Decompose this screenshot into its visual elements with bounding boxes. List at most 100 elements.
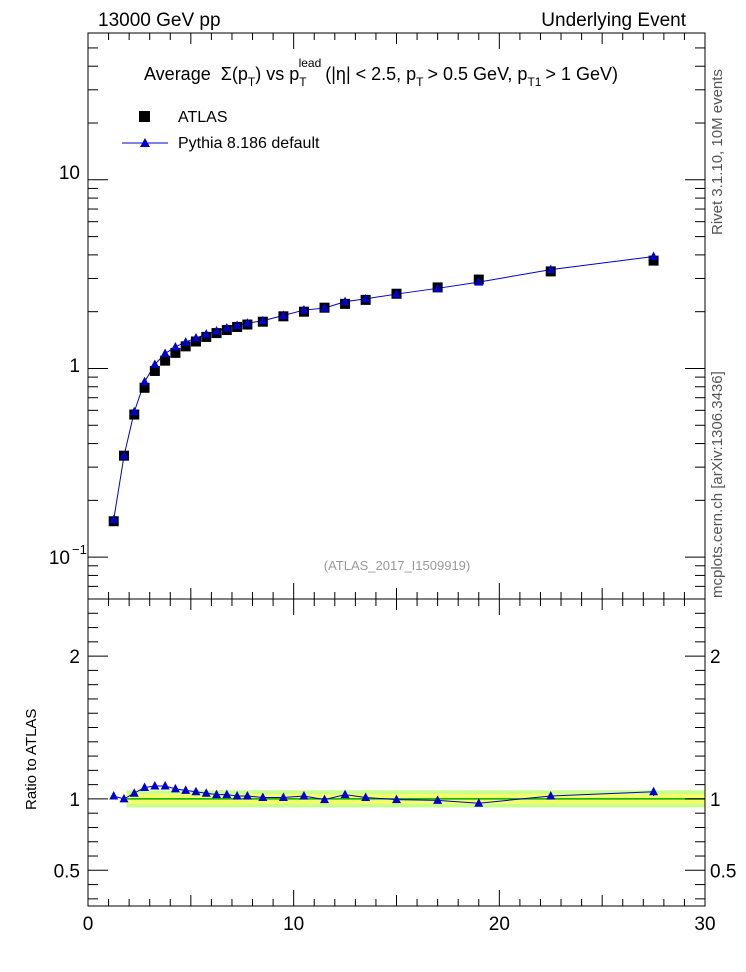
pythia-point xyxy=(232,320,242,329)
legend-pythia-label: Pythia 8.186 default xyxy=(178,135,320,152)
ratio-point xyxy=(361,792,371,801)
legend-pythia-marker xyxy=(140,138,150,147)
pythia-point xyxy=(109,514,119,524)
main-ytick-label-0.1-base: 10 xyxy=(49,548,70,569)
pythia-point xyxy=(242,318,252,327)
ratio-point xyxy=(201,788,211,797)
ratio-ytick-label-right: 0.5 xyxy=(710,861,736,882)
ratio-point xyxy=(242,791,252,800)
header-left: 13000 GeV pp xyxy=(98,10,221,31)
main-axis-ticks xyxy=(87,32,706,600)
ratio-point xyxy=(191,786,201,796)
pythia-point xyxy=(392,289,401,298)
ratio-panel-frame xyxy=(87,598,706,907)
xtick-label: 0 xyxy=(83,914,94,935)
pythia-point xyxy=(258,315,268,325)
pythia-point xyxy=(191,333,201,342)
pythia-point xyxy=(649,251,659,261)
pythia-point xyxy=(278,310,288,319)
ratio-point xyxy=(299,791,309,800)
legend-atlas-label: ATLAS xyxy=(178,109,228,126)
pythia-point xyxy=(474,277,484,286)
title-lead-sup: lead xyxy=(299,56,322,70)
pythia-point xyxy=(129,406,139,416)
pythia-point xyxy=(361,293,371,303)
xtick-label: 10 xyxy=(283,914,304,935)
title-t-sub: T xyxy=(248,75,256,89)
pythia-point xyxy=(433,283,443,292)
pythia-point xyxy=(222,322,232,332)
main-ytick-label-0.1-exp: −1 xyxy=(72,542,87,557)
ratio-data-layer xyxy=(109,781,659,807)
legend-atlas-marker xyxy=(139,111,150,122)
pythia-point xyxy=(150,359,160,368)
ratio-point xyxy=(232,791,242,800)
ratio-ytick-label-right: 1 xyxy=(710,790,721,811)
ratio-point xyxy=(222,789,232,799)
ratio-point xyxy=(320,794,330,804)
atlas-point xyxy=(180,341,191,352)
ratio-ytick-label-right: 2 xyxy=(710,647,721,668)
ratio-point xyxy=(392,794,401,804)
side-label-top: Rivet 3.1.10, 10M events xyxy=(709,69,726,235)
xtick-label: 20 xyxy=(489,914,510,935)
title-vs: ) vs p xyxy=(255,64,299,84)
pythia-point xyxy=(212,325,222,335)
title-t-sub-3: T xyxy=(416,75,424,89)
ratio-point xyxy=(546,791,556,800)
ratio-point xyxy=(140,782,150,791)
ratio-point xyxy=(649,786,659,796)
pythia-point xyxy=(181,337,191,346)
ratio-point xyxy=(129,788,139,797)
ratio-uncertainty-band xyxy=(126,790,706,808)
pythia-point xyxy=(170,341,180,351)
ratio-point xyxy=(278,792,288,801)
ratio-point xyxy=(258,792,268,801)
ratio-point xyxy=(181,785,191,794)
pythia-line xyxy=(113,256,654,520)
ratio-point xyxy=(119,793,129,803)
main-data-layer xyxy=(108,251,659,527)
ratio-point xyxy=(212,789,222,799)
ratio-axis-ticks xyxy=(87,598,706,906)
atlas-point xyxy=(139,382,150,393)
pythia-point xyxy=(140,376,150,386)
ratio-point xyxy=(109,791,119,800)
x-tick-labels: 0 10 20 30 xyxy=(83,914,716,935)
ratio-point xyxy=(340,789,350,799)
title-t1-sub: T1 xyxy=(527,75,541,89)
atlas-point xyxy=(648,255,659,266)
analysis-id: (ATLAS_2017_I1509919) xyxy=(324,558,470,573)
xtick-label: 30 xyxy=(694,914,715,935)
title-sigma: Σ(p xyxy=(221,64,248,84)
ratio-point xyxy=(170,783,180,793)
ratio-point xyxy=(433,795,443,804)
pythia-point xyxy=(546,264,556,274)
header-right: Underlying Event xyxy=(541,10,686,31)
main-ytick-label-10: 10 xyxy=(59,163,80,184)
atlas-point xyxy=(149,365,160,376)
atlas-point xyxy=(160,355,171,366)
chart-title: Average Σ(pT) vs pTlead(|η| < 2.5, pT > 0… xyxy=(144,56,618,89)
ratio-ylabel: Ratio to ATLAS xyxy=(23,709,40,810)
ratio-ytick-label-left: 0.5 xyxy=(54,861,80,882)
pythia-point xyxy=(299,305,309,314)
atlas-point xyxy=(170,347,181,358)
pythia-point xyxy=(340,296,350,306)
title-rest2: > 0.5 GeV, p xyxy=(428,64,528,84)
pythia-point xyxy=(320,303,330,312)
ratio-ytick-label-left: 2 xyxy=(69,647,80,668)
main-ytick-label-0.1: 10 −1 xyxy=(49,542,87,569)
ratio-tick-labels: 0.5 0.5 1 1 2 2 xyxy=(54,647,737,882)
legend: ATLAS Pythia 8.186 default xyxy=(122,109,320,152)
side-label-bottom: mcplots.cern.ch [arXiv:1306.3436] xyxy=(709,371,726,598)
title-average: Average xyxy=(144,64,211,84)
pythia-point xyxy=(201,329,211,338)
main-ytick-label-1: 1 xyxy=(69,356,80,377)
ratio-point xyxy=(150,781,160,790)
title-t-sub-2: T xyxy=(299,75,307,89)
pythia-point xyxy=(160,348,170,358)
ratio-point xyxy=(160,781,170,790)
title-rest1: (|η| < 2.5, p xyxy=(325,64,416,84)
